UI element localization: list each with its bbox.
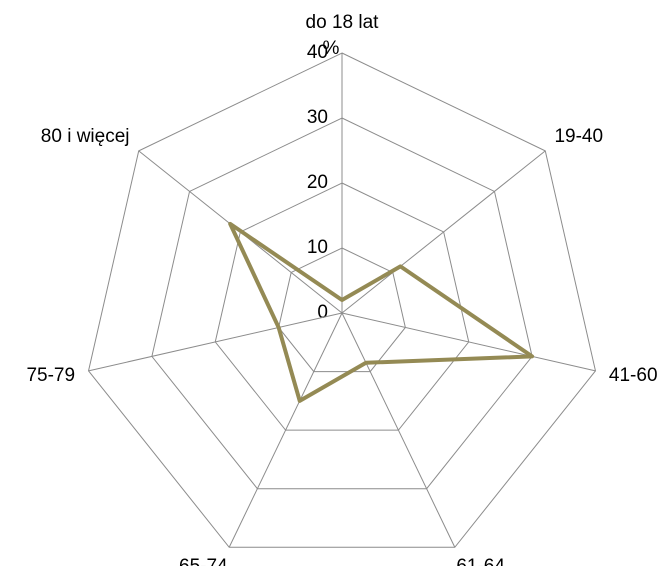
spoke [341, 312, 456, 548]
category-label: 41-60 [609, 365, 658, 386]
category-label: 80 i więcej [41, 126, 130, 147]
spoke [341, 150, 546, 314]
r-tick-label: 0 [317, 302, 328, 323]
unit-label: % [323, 38, 340, 59]
series-line [228, 221, 535, 403]
spoke [341, 312, 596, 372]
category-label: 61-64 [456, 556, 505, 566]
r-tick-label: 40 [307, 42, 328, 63]
grid-ring [214, 182, 470, 431]
spoke [88, 312, 343, 372]
spoke [228, 312, 343, 548]
r-tick-label: 10 [307, 237, 328, 258]
grid-ring [87, 52, 597, 548]
grid-ring [151, 117, 533, 490]
category-label: do 18 lat [306, 12, 380, 33]
r-tick-label: 30 [307, 107, 328, 128]
category-label: 75-79 [26, 365, 75, 386]
r-tick-label: 20 [307, 172, 328, 193]
category-label: 65-74 [179, 556, 228, 566]
grid-ring [278, 247, 406, 373]
category-label: 19-40 [554, 126, 603, 147]
